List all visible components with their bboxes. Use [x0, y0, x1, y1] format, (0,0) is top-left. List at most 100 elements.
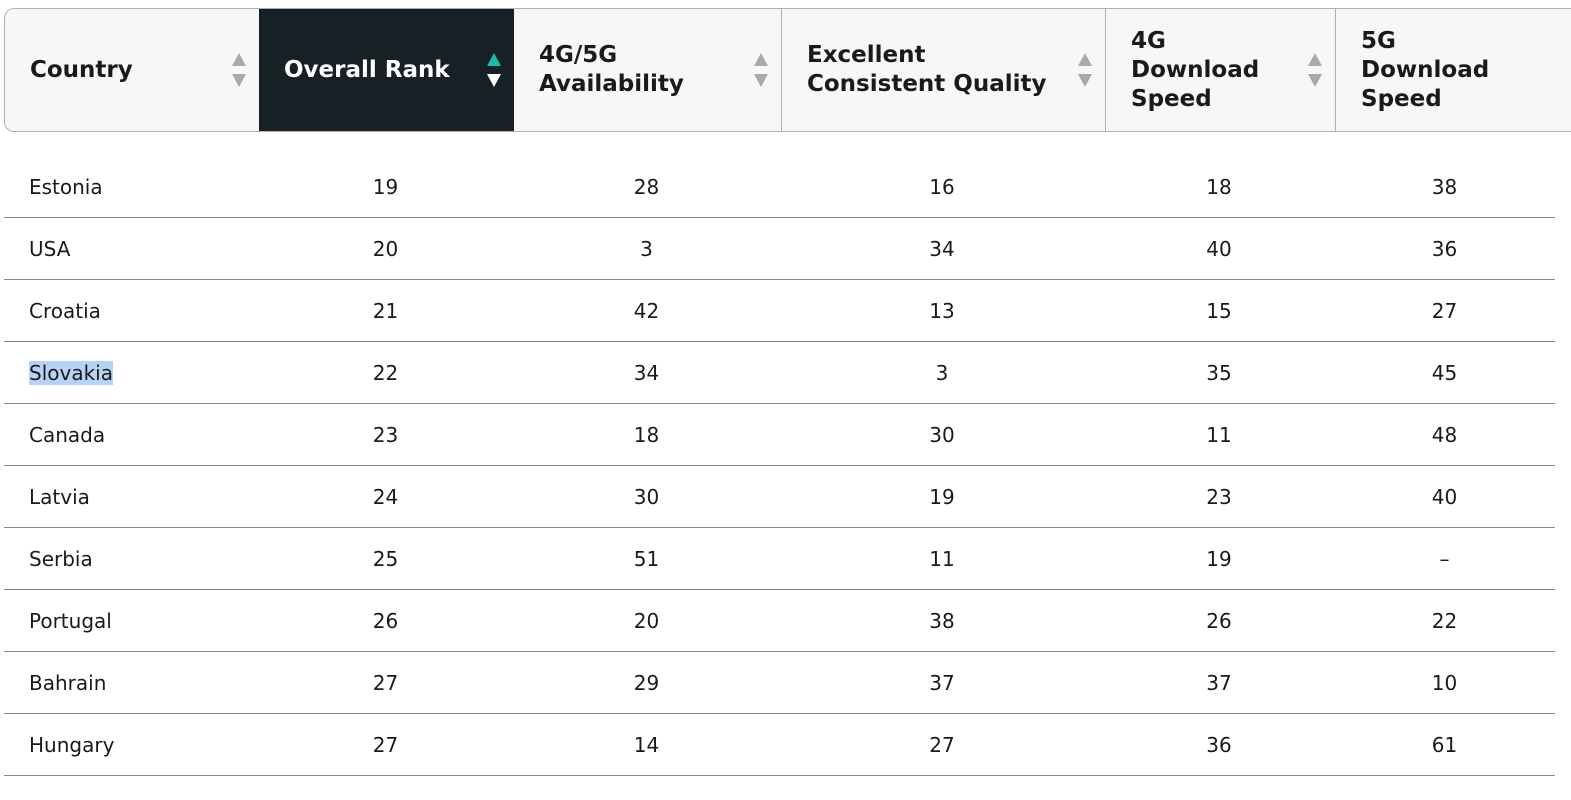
availability-cell: 29	[513, 671, 780, 695]
ranking-table: Country Overall Rank 4G/5G Availability …	[4, 8, 1571, 776]
country-cell: Latvia	[4, 485, 258, 509]
4g-download-cell: 23	[1104, 485, 1334, 509]
4g-download-cell-text: 19	[1206, 546, 1232, 571]
quality-cell: 34	[780, 237, 1104, 261]
overall-rank-cell-text: 27	[372, 732, 399, 757]
availability-cell: 28	[513, 175, 780, 199]
overall-rank-cell-text: 23	[372, 422, 399, 447]
quality-cell: 3	[780, 361, 1104, 385]
header-overall-rank[interactable]: Overall Rank	[259, 9, 514, 131]
availability-cell: 51	[513, 547, 780, 571]
quality-cell: 38	[780, 609, 1104, 633]
quality-cell-text: 19	[929, 484, 955, 509]
5g-download-cell-text: 27	[1431, 298, 1458, 323]
table-header: Country Overall Rank 4G/5G Availability …	[4, 8, 1571, 132]
country-cell: Estonia	[4, 175, 258, 199]
quality-cell-text: 13	[929, 298, 955, 323]
overall-rank-cell-text: 19	[372, 174, 399, 199]
5g-download-cell: –	[1334, 547, 1555, 571]
availability-cell: 3	[513, 237, 780, 261]
overall-rank-cell: 19	[258, 175, 513, 199]
overall-rank-cell: 27	[258, 733, 513, 757]
availability-cell-text: 28	[633, 174, 660, 199]
overall-rank-cell: 27	[258, 671, 513, 695]
table-row: USA 20 3 34 40 36	[4, 218, 1555, 280]
4g-download-cell: 36	[1104, 733, 1334, 757]
overall-rank-cell: 25	[258, 547, 513, 571]
5g-download-cell: 61	[1334, 733, 1555, 757]
5g-download-cell-text: 10	[1431, 670, 1458, 695]
availability-cell: 18	[513, 423, 780, 447]
header-4g-download[interactable]: 4G Download Speed	[1105, 9, 1335, 131]
4g-download-cell-text: 36	[1206, 732, 1232, 757]
country-cell-text: Estonia	[29, 174, 103, 199]
availability-cell-text: 29	[633, 670, 660, 695]
header-label: Overall Rank	[284, 56, 450, 83]
4g-download-cell: 35	[1104, 361, 1334, 385]
overall-rank-cell-text: 21	[372, 298, 399, 323]
sort-arrows-icon[interactable]	[753, 53, 769, 87]
4g-download-cell-text: 15	[1206, 298, 1232, 323]
overall-rank-cell: 21	[258, 299, 513, 323]
table-row: Hungary 27 14 27 36 61	[4, 714, 1555, 776]
country-cell-text: Bahrain	[29, 670, 107, 695]
4g-download-cell-text: 23	[1206, 484, 1232, 509]
quality-cell: 30	[780, 423, 1104, 447]
header-availability[interactable]: 4G/5G Availability	[514, 9, 781, 131]
5g-download-cell: 40	[1334, 485, 1555, 509]
overall-rank-cell: 26	[258, 609, 513, 633]
5g-download-cell-text: 22	[1431, 608, 1458, 633]
4g-download-cell-text: 26	[1206, 608, 1232, 633]
4g-download-cell: 15	[1104, 299, 1334, 323]
5g-download-cell: 36	[1334, 237, 1555, 261]
country-cell-text: Croatia	[29, 298, 101, 323]
quality-cell: 16	[780, 175, 1104, 199]
overall-rank-cell-text: 27	[372, 670, 399, 695]
country-cell: Serbia	[4, 547, 258, 571]
quality-cell-text: 16	[929, 174, 955, 199]
header-consistent-quality[interactable]: Excellent Consistent Quality	[781, 9, 1105, 131]
header-5g-download[interactable]: 5G Download Speed	[1335, 9, 1553, 131]
4g-download-cell-text: 37	[1206, 670, 1232, 695]
5g-download-cell-text: 38	[1431, 174, 1458, 199]
availability-cell-text: 34	[633, 360, 660, 385]
sort-arrows-icon[interactable]	[1077, 53, 1093, 87]
table-row: Portugal 26 20 38 26 22	[4, 590, 1555, 652]
header-country[interactable]: Country	[5, 9, 259, 131]
5g-download-cell-text: 61	[1431, 732, 1458, 757]
availability-cell-text: 3	[640, 236, 653, 261]
sort-arrows-icon[interactable]	[486, 53, 502, 87]
header-label: 4G/5G Availability	[539, 42, 684, 97]
availability-cell-text: 18	[633, 422, 660, 447]
quality-cell-text: 30	[929, 422, 955, 447]
4g-download-cell: 40	[1104, 237, 1334, 261]
country-cell: USA	[4, 237, 258, 261]
4g-download-cell-text: 11	[1206, 422, 1232, 447]
4g-download-cell: 11	[1104, 423, 1334, 447]
table-row: Canada 23 18 30 11 48	[4, 404, 1555, 466]
5g-download-cell: 22	[1334, 609, 1555, 633]
4g-download-cell-text: 18	[1206, 174, 1232, 199]
table-row: Latvia 24 30 19 23 40	[4, 466, 1555, 528]
overall-rank-cell-text: 26	[372, 608, 399, 633]
table-body: Estonia 19 28 16 18 38 USA 20 3 34 40 36 Croatia 21 42…	[4, 156, 1555, 776]
4g-download-cell: 26	[1104, 609, 1334, 633]
header-label: Country	[30, 56, 133, 83]
overall-rank-cell: 20	[258, 237, 513, 261]
table-row: Estonia 19 28 16 18 38	[4, 156, 1555, 218]
availability-cell-text: 20	[633, 608, 660, 633]
availability-cell: 30	[513, 485, 780, 509]
sort-arrows-icon[interactable]	[1307, 53, 1323, 87]
quality-cell-text: 38	[929, 608, 955, 633]
quality-cell: 13	[780, 299, 1104, 323]
quality-cell-text: 37	[929, 670, 955, 695]
5g-download-cell-text: –	[1439, 546, 1450, 571]
overall-rank-cell: 22	[258, 361, 513, 385]
5g-download-cell: 48	[1334, 423, 1555, 447]
4g-download-cell: 37	[1104, 671, 1334, 695]
sort-arrows-icon[interactable]	[231, 53, 247, 87]
availability-cell-text: 42	[633, 298, 660, 323]
header-label: 4G Download Speed	[1131, 27, 1260, 112]
country-cell: Slovakia	[4, 360, 258, 385]
quality-cell-text: 34	[929, 236, 955, 261]
